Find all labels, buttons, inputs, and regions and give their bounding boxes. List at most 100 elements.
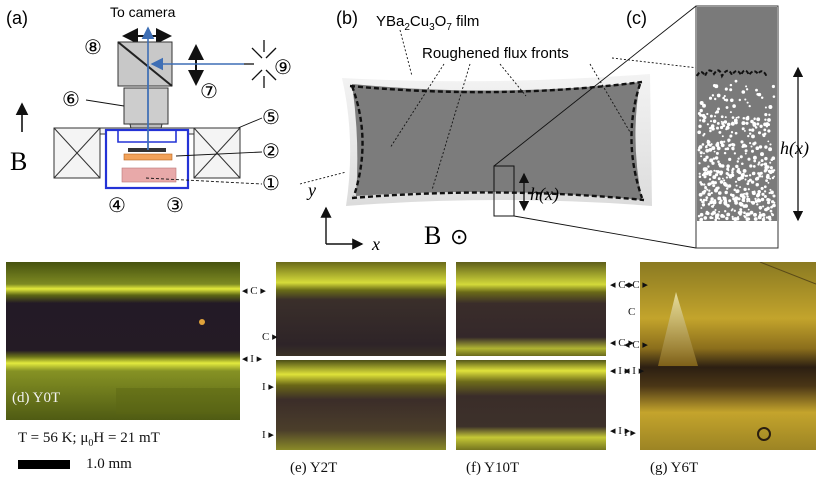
vortex-dot xyxy=(725,106,729,109)
vortex-dot xyxy=(725,127,728,131)
vortex-dot xyxy=(698,172,701,175)
label-leaders xyxy=(299,29,699,191)
photo-g-y6t xyxy=(640,262,816,450)
vortex-dot xyxy=(732,104,736,108)
vortex-dot xyxy=(697,111,701,116)
vortex-dot xyxy=(771,84,775,89)
vortex-dot xyxy=(703,183,706,186)
sample-film xyxy=(123,153,173,161)
vortex-dot xyxy=(710,191,713,195)
vortex-dot xyxy=(754,197,757,201)
vortex-dot xyxy=(752,121,757,126)
callout-1: ① xyxy=(262,173,280,195)
vortex-dot xyxy=(739,176,744,180)
vortex-dot xyxy=(750,180,755,184)
vortex-dot xyxy=(727,185,730,188)
vortex-dot xyxy=(723,200,728,205)
vortex-dot xyxy=(708,182,712,186)
vortex-dot xyxy=(729,143,733,147)
vortex-dot xyxy=(756,183,759,186)
vortex-dot xyxy=(746,115,750,119)
vortex-dot xyxy=(715,213,719,218)
vortex-dot xyxy=(764,156,768,161)
vortex-dot xyxy=(741,121,746,126)
vortex-dot xyxy=(760,163,763,167)
vortex-dot xyxy=(711,205,714,208)
vortex-dot xyxy=(719,125,724,130)
y-axis-label: y xyxy=(306,180,316,200)
panel-a-label: (a) xyxy=(6,8,28,28)
vortex-dot xyxy=(729,111,732,114)
x-axis-label: x xyxy=(371,234,380,254)
vortex-dot xyxy=(745,121,749,125)
vortex-dot xyxy=(718,162,722,166)
vortex-dot xyxy=(714,97,717,101)
vortex-dot xyxy=(726,212,731,217)
vortex-dot xyxy=(730,98,734,103)
vortex-dot xyxy=(702,134,705,137)
vortex-dot xyxy=(748,178,752,182)
callout-3: ③ xyxy=(166,195,184,217)
vortex-dot xyxy=(765,125,769,128)
vortex-dot xyxy=(703,152,705,155)
vortex-dot xyxy=(712,184,716,188)
vortex-dot xyxy=(731,146,735,151)
vortex-dot xyxy=(752,155,757,160)
vortex-dot xyxy=(713,169,716,172)
vortex-dot xyxy=(724,87,728,91)
marker-f-i1: ◂ I ▸ xyxy=(610,365,631,377)
vortex-dot xyxy=(739,186,742,189)
vortex-dot xyxy=(769,188,772,191)
vortex-dot xyxy=(707,192,712,197)
vortex-dot xyxy=(760,96,764,99)
vortex-dot xyxy=(720,173,723,176)
vortex-dot xyxy=(720,214,724,218)
vortex-dot xyxy=(751,134,755,139)
marker-g-c2: C xyxy=(628,306,636,318)
vortex-dot xyxy=(721,122,724,125)
vortex-dot xyxy=(731,121,734,124)
vortex-dot xyxy=(716,141,720,145)
vortex-dot xyxy=(764,118,767,121)
vortex-dot xyxy=(763,190,767,193)
zoom-flux-filled xyxy=(697,7,777,75)
vortex-dot xyxy=(726,204,730,208)
vortex-dot xyxy=(748,174,752,177)
vortex-dot xyxy=(743,187,747,192)
vortex-dot xyxy=(755,146,760,151)
vortex-dot xyxy=(701,190,706,195)
vortex-dot xyxy=(751,149,754,153)
callout-6: ⑥ xyxy=(62,89,80,111)
photo-d-y0t: (d) Y0T xyxy=(6,262,240,420)
vortex-dot xyxy=(737,167,740,171)
vortex-dot xyxy=(764,207,768,212)
vortex-dot xyxy=(741,145,744,148)
vortex-dot xyxy=(718,191,722,195)
vortex-dot xyxy=(699,193,703,197)
vortex-dot xyxy=(714,156,719,160)
vortex-dot xyxy=(769,166,773,170)
vortex-dot xyxy=(721,135,724,138)
flux-front-left xyxy=(350,85,364,197)
vortex-dot xyxy=(772,194,776,198)
vortex-dot xyxy=(741,193,745,197)
hx-label-c: h(x) xyxy=(780,138,809,159)
vortex-dot xyxy=(734,131,738,135)
vortex-dot xyxy=(769,177,771,180)
vortex-dot xyxy=(712,175,717,180)
vortex-dot xyxy=(725,187,729,190)
vortex-dot xyxy=(738,98,742,102)
vortex-dot xyxy=(750,145,753,148)
to-camera-label: To camera xyxy=(110,4,176,20)
vortex-dot xyxy=(705,198,708,202)
vortex-dot xyxy=(768,217,772,221)
vortex-dot xyxy=(724,183,728,187)
vortex-dot xyxy=(737,197,741,201)
vortex-dot xyxy=(720,115,724,119)
vortex-dot xyxy=(720,164,725,168)
vortex-dot xyxy=(767,140,770,143)
vortex-dot xyxy=(722,196,725,199)
vortex-dot xyxy=(727,173,730,176)
vortex-dot xyxy=(744,98,747,101)
vortex-dot xyxy=(734,196,739,201)
